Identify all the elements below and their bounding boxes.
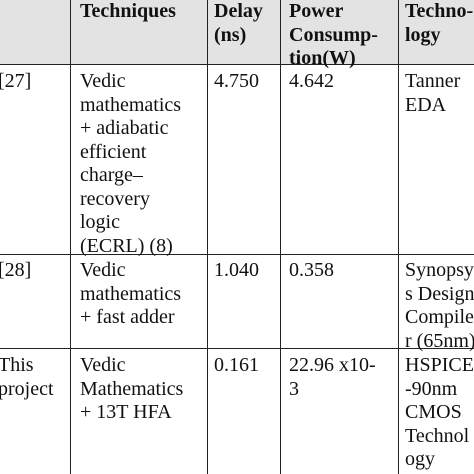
column-divider-4 [398, 0, 399, 474]
header-row [0, 0, 474, 64]
row-divider-2 [0, 348, 474, 349]
header-bottom-rule [0, 64, 474, 65]
row-27-delay: 4.750 [214, 70, 259, 92]
header-delay: Delay (ns) [214, 0, 263, 46]
row-28-reference: [28] [0, 259, 32, 281]
column-divider-3 [280, 0, 281, 474]
row-28-power: 0.358 [289, 259, 334, 281]
row-27-technology: Tanner EDA [405, 70, 461, 116]
header-power-consumption: Power Consump- tion(W) [289, 0, 378, 69]
row-27-power: 4.642 [289, 70, 334, 92]
row-this-project-delay: 0.161 [214, 354, 259, 376]
row-28-delay: 1.040 [214, 259, 259, 281]
row-28-techniques: Vedic mathematics + fast adder [80, 259, 182, 328]
row-this-project-techniques: Vedic Mathematics + 13T HFA [80, 354, 184, 423]
row-27-reference: [27] [0, 70, 32, 92]
row-divider-1 [0, 254, 474, 255]
column-divider-1 [70, 0, 71, 474]
row-this-project-reference: This project [0, 354, 54, 400]
header-techniques: Techniques [80, 0, 176, 22]
column-divider-2 [207, 0, 208, 474]
header-technology: Techno- logy [405, 0, 474, 46]
row-this-project-power: 22.96 x10- 3 [289, 354, 376, 400]
row-28-technology: Synopsy s Design Compile r (65nm) [405, 259, 474, 352]
row-27-techniques: Vedic mathematics + adiabatic efficient … [80, 70, 182, 257]
row-this-project-technology: HSPICE -90nm CMOS Technol ogy [405, 354, 474, 470]
